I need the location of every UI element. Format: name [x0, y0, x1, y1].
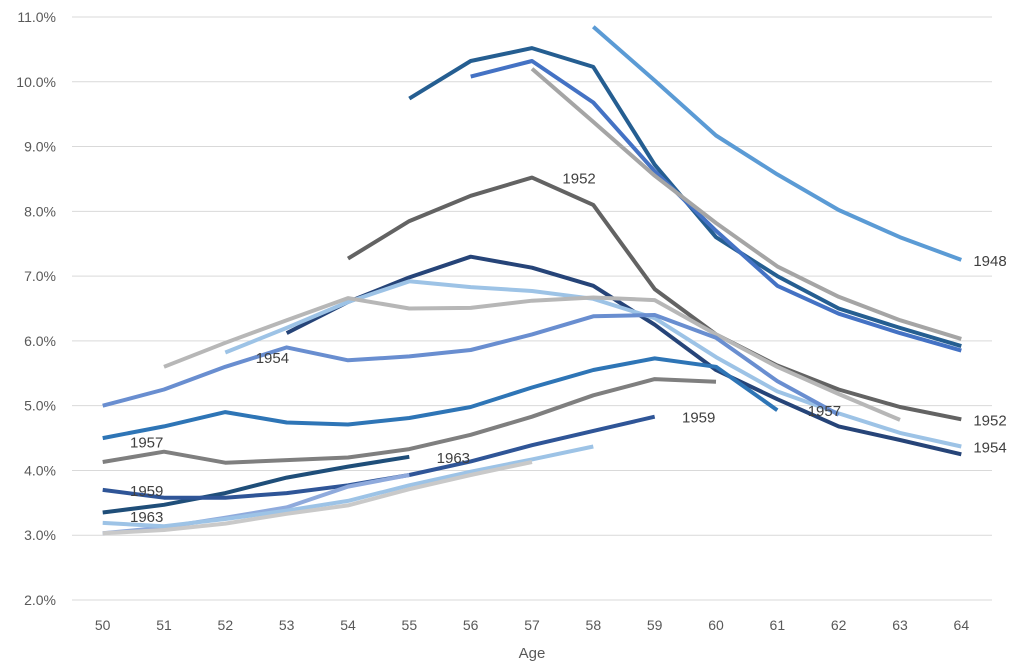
series-line-15 — [102, 444, 594, 529]
y-tick-label: 7.0% — [24, 268, 56, 284]
x-tick-label: 52 — [218, 617, 234, 633]
series-line-14 — [102, 473, 410, 536]
x-axis-title: Age — [519, 645, 546, 662]
x-tick-label: 62 — [831, 617, 847, 633]
series-line-12 — [102, 454, 410, 515]
series-line-1 — [591, 25, 962, 262]
series-line-4 — [530, 67, 962, 341]
series-line-16 — [102, 460, 533, 536]
x-tick-label: 50 — [95, 617, 111, 633]
x-tick-label: 57 — [524, 617, 540, 633]
y-axis-ticks: 2.0% 3.0% 4.0% 5.0% 6.0% 7.0% 8.0% 9.0% 10.0% 11.… — [16, 9, 56, 608]
y-tick-label: 4.0% — [24, 462, 56, 478]
series-label-1959: 1959 — [682, 410, 715, 427]
gridlines — [72, 16, 992, 601]
x-tick-label: 53 — [279, 617, 295, 633]
series-line-9 — [102, 313, 840, 417]
x-tick-label: 55 — [402, 617, 418, 633]
y-tick-label: 3.0% — [24, 527, 56, 543]
x-tick-label: 56 — [463, 617, 479, 633]
series-label-1963: 1963 — [130, 509, 163, 526]
series-line-11 — [102, 377, 717, 465]
x-tick-label: 63 — [892, 617, 908, 633]
x-tick-label: 54 — [340, 617, 356, 633]
y-tick-label: 9.0% — [24, 139, 56, 155]
series-lines — [102, 25, 962, 536]
series-label-1954: 1954 — [256, 350, 289, 367]
x-tick-label: 51 — [156, 617, 172, 633]
x-tick-label: 61 — [770, 617, 786, 633]
series-line-8 — [163, 295, 901, 422]
series-label-1957: 1957 — [808, 403, 841, 420]
y-tick-label: 8.0% — [24, 203, 56, 219]
series-line-6 — [285, 254, 962, 457]
series-label-1948: 1948 — [973, 253, 1006, 270]
series-line-7 — [224, 279, 962, 449]
series-labels: 1948 1952 1954 1957 1959 1963 1963 1959 1957 1952… — [130, 171, 1007, 526]
series-line-5 — [346, 175, 962, 422]
series-line-3 — [470, 59, 962, 353]
series-label-1952: 1952 — [562, 171, 595, 188]
y-tick-label: 5.0% — [24, 398, 56, 414]
series-label-1952: 1952 — [973, 412, 1006, 429]
y-tick-label: 10.0% — [16, 74, 56, 90]
y-tick-label: 11.0% — [17, 9, 56, 25]
x-tick-label: 60 — [708, 617, 724, 633]
y-tick-label: 6.0% — [24, 333, 56, 349]
x-tick-label: 59 — [647, 617, 663, 633]
series-label-1963: 1963 — [437, 450, 470, 467]
series-line-10 — [102, 356, 779, 441]
series-label-1954: 1954 — [973, 439, 1006, 456]
x-axis-ticks: 50 51 52 53 54 55 56 57 58 59 60 61 62 63 64 — [95, 617, 969, 633]
x-tick-label: 64 — [954, 617, 970, 633]
y-tick-label: 2.0% — [24, 592, 56, 608]
series-label-1957: 1957 — [130, 434, 163, 451]
x-tick-label: 58 — [586, 617, 602, 633]
series-label-1959: 1959 — [130, 483, 163, 500]
